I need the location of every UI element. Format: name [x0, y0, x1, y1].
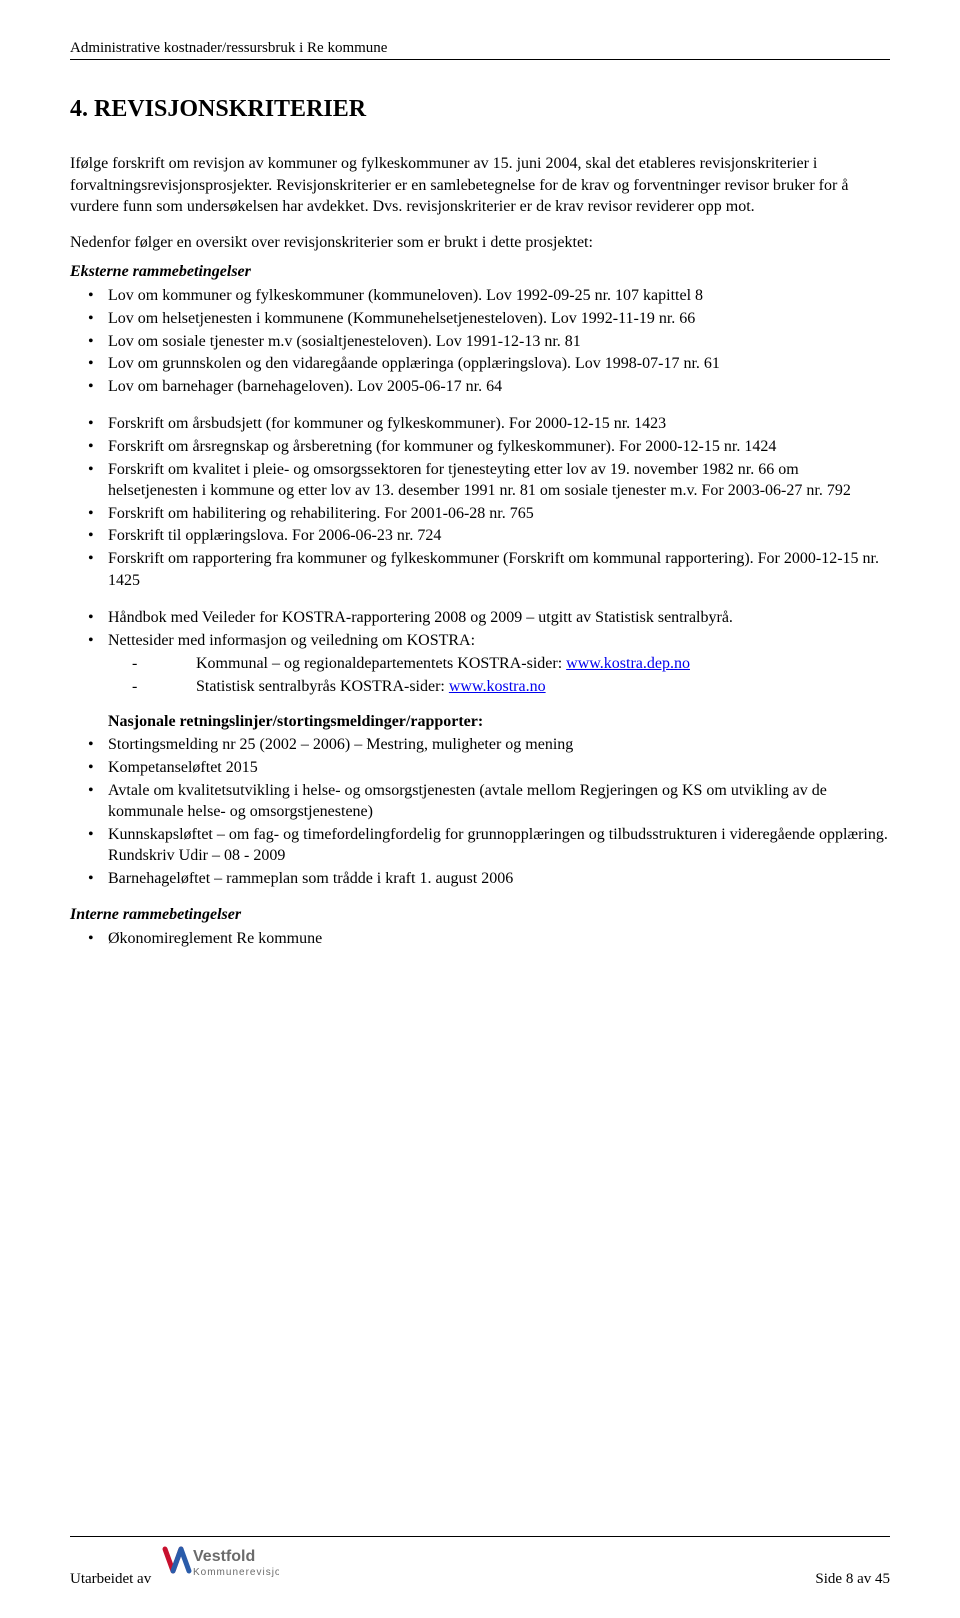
list-eksterne-a: Lov om kommuner og fylkeskommuner (kommu…: [70, 285, 890, 397]
list-item: Håndbok med Veileder for KOSTRA-rapporte…: [70, 607, 890, 629]
list-item-text: Nettesider med informasjon og veiledning…: [108, 632, 475, 649]
logo-text-bottom: Kommunerevisjon: [193, 1567, 279, 1578]
list-item-text: Stortingsmelding nr 25 (2002 – 2006) – M…: [108, 736, 573, 753]
subhead-eksterne-text: Eksterne rammebetingelser: [70, 263, 251, 280]
vestfold-logo: Vestfold Kommunerevisjon: [159, 1543, 279, 1588]
list-item-text: Avtale om kvalitetsutvikling i helse- og…: [108, 782, 827, 821]
list-item-text: Lov om kommuner og fylkeskommuner (kommu…: [108, 287, 703, 304]
list-item-text: Lov om grunnskolen og den vidaregåande o…: [108, 355, 720, 372]
list-item-text: Forskrift om kvalitet i pleie- og omsorg…: [108, 461, 851, 500]
link-text: www.kostra.dep.no: [566, 655, 690, 672]
dash-marker: -: [132, 676, 137, 698]
sub-item-label: Statistisk sentralbyrås KOSTRA-sider:: [196, 678, 449, 695]
list-item: Forskrift om kvalitet i pleie- og omsorg…: [70, 459, 890, 502]
list-item: Nettesider med informasjon og veiledning…: [70, 630, 890, 698]
list-item: Forskrift om rapportering fra kommuner o…: [70, 548, 890, 591]
list-item: Forskrift om årsregnskap og årsberetning…: [70, 436, 890, 458]
list-item: Kunnskapsløftet – om fag- og timefordeli…: [70, 824, 890, 867]
list-item: Lov om sosiale tjenester m.v (sosialtjen…: [70, 331, 890, 353]
kostra-sublist: - Kommunal – og regionaldepartementets K…: [108, 653, 890, 697]
list-item-text: Forskrift om rapportering fra kommuner o…: [108, 550, 879, 589]
list-item-text: Forskrift om årsregnskap og årsberetning…: [108, 438, 776, 455]
list-item-text: Økonomireglement Re kommune: [108, 930, 322, 947]
kostra-link[interactable]: www.kostra.no: [449, 678, 546, 695]
list-item-text: Kunnskapsløftet – om fag- og timefordeli…: [108, 826, 888, 865]
running-header: Administrative kostnader/ressursbruk i R…: [70, 40, 890, 60]
kostra-link[interactable]: www.kostra.dep.no: [566, 655, 690, 672]
logo-svg: Vestfold Kommunerevisjon: [159, 1543, 279, 1583]
logo-text-top: Vestfold: [193, 1548, 255, 1565]
list-item: Forskrift til opplæringslova. For 2006-0…: [70, 525, 890, 547]
sub-item-label: Kommunal – og regionaldepartementets KOS…: [196, 655, 566, 672]
list-eksterne-c: Håndbok med Veileder for KOSTRA-rapporte…: [70, 607, 890, 697]
subhead-eksterne: Eksterne rammebetingelser: [70, 263, 890, 281]
list-item-text: Forskrift til opplæringslova. For 2006-0…: [108, 527, 441, 544]
footer-page-number: Side 8 av 45: [815, 1571, 890, 1588]
list-item-text: Forskrift om årsbudsjett (for kommuner o…: [108, 415, 666, 432]
page-footer: Utarbeidet av Vestfold Kommunerevisjon S…: [70, 1536, 890, 1588]
subhead-nasjonale: Nasjonale retningslinjer/stortingsmeldin…: [70, 713, 890, 731]
list-item-text: Lov om helsetjenesten i kommunene (Kommu…: [108, 310, 695, 327]
list-item-text: Forskrift om habilitering og rehabiliter…: [108, 505, 534, 522]
list-item-text: Kompetanseløftet 2015: [108, 759, 258, 776]
section-title: 4. REVISJONSKRITERIER: [70, 96, 890, 123]
list-item-text: Håndbok med Veileder for KOSTRA-rapporte…: [108, 609, 733, 626]
list-item: Lov om helsetjenesten i kommunene (Kommu…: [70, 308, 890, 330]
section-title-text: 4. REVISJONSKRITERIER: [70, 96, 366, 122]
paragraph-2: Nedenfor følger en oversikt over revisjo…: [70, 232, 890, 254]
list-item: Lov om grunnskolen og den vidaregåande o…: [70, 353, 890, 375]
list-item: Forskrift om habilitering og rehabiliter…: [70, 503, 890, 525]
list-eksterne-b: Forskrift om årsbudsjett (for kommuner o…: [70, 413, 890, 591]
list-interne: Økonomireglement Re kommune: [70, 928, 890, 950]
footer-page-number-text: Side 8 av 45: [815, 1571, 890, 1587]
subhead-interne: Interne rammebetingelser: [70, 906, 890, 924]
list-item-text: Lov om sosiale tjenester m.v (sosialtjen…: [108, 333, 581, 350]
running-header-text: Administrative kostnader/ressursbruk i R…: [70, 40, 387, 56]
list-item-text: Lov om barnehager (barnehageloven). Lov …: [108, 378, 502, 395]
footer-left-label: Utarbeidet av: [70, 1571, 151, 1588]
list-item: Økonomireglement Re kommune: [70, 928, 890, 950]
list-sub-item: - Statistisk sentralbyrås KOSTRA-sider: …: [108, 676, 890, 698]
footer-left: Utarbeidet av Vestfold Kommunerevisjon: [70, 1543, 279, 1588]
list-sub-item: - Kommunal – og regionaldepartementets K…: [108, 653, 890, 675]
subhead-interne-text: Interne rammebetingelser: [70, 906, 241, 923]
list-item: Stortingsmelding nr 25 (2002 – 2006) – M…: [70, 734, 890, 756]
dash-marker: -: [132, 653, 137, 675]
subhead-nasjonale-text: Nasjonale retningslinjer/stortingsmeldin…: [108, 713, 483, 730]
paragraph-1-text: Ifølge forskrift om revisjon av kommuner…: [70, 155, 848, 215]
paragraph-1: Ifølge forskrift om revisjon av kommuner…: [70, 153, 890, 218]
list-item: Lov om barnehager (barnehageloven). Lov …: [70, 376, 890, 398]
list-item: Barnehageløftet – rammeplan som trådde i…: [70, 868, 890, 890]
list-item-text: Barnehageløftet – rammeplan som trådde i…: [108, 870, 513, 887]
list-item: Forskrift om årsbudsjett (for kommuner o…: [70, 413, 890, 435]
list-item: Kompetanseløftet 2015: [70, 757, 890, 779]
link-text: www.kostra.no: [449, 678, 546, 695]
list-item: Lov om kommuner og fylkeskommuner (kommu…: [70, 285, 890, 307]
list-nasjonale: Stortingsmelding nr 25 (2002 – 2006) – M…: [70, 734, 890, 889]
list-item: Avtale om kvalitetsutvikling i helse- og…: [70, 780, 890, 823]
paragraph-2-text: Nedenfor følger en oversikt over revisjo…: [70, 234, 593, 251]
